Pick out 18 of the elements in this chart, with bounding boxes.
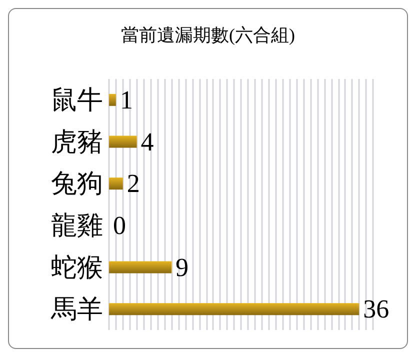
data-label: 4: [140, 127, 154, 156]
data-label: 1: [120, 85, 133, 114]
y-tick-label: 馬羊: [50, 294, 103, 324]
bar: [109, 136, 137, 148]
y-tick-label: 兔狗: [51, 169, 103, 198]
chart-title: 當前遺漏期數(六合組): [121, 25, 295, 45]
bar: [109, 261, 172, 274]
data-label: 2: [126, 169, 140, 198]
y-tick-label: 虎豬: [51, 127, 103, 156]
data-label: 0: [113, 210, 126, 240]
y-tick-label: 鼠牛: [51, 85, 103, 114]
data-label: 9: [176, 252, 189, 282]
y-tick-label: 蛇猴: [51, 252, 103, 282]
y-tick-label: 龍雞: [51, 210, 103, 240]
bar: [109, 303, 360, 316]
bar: [109, 94, 116, 106]
data-label: 36: [363, 294, 390, 324]
bar: [109, 178, 123, 190]
